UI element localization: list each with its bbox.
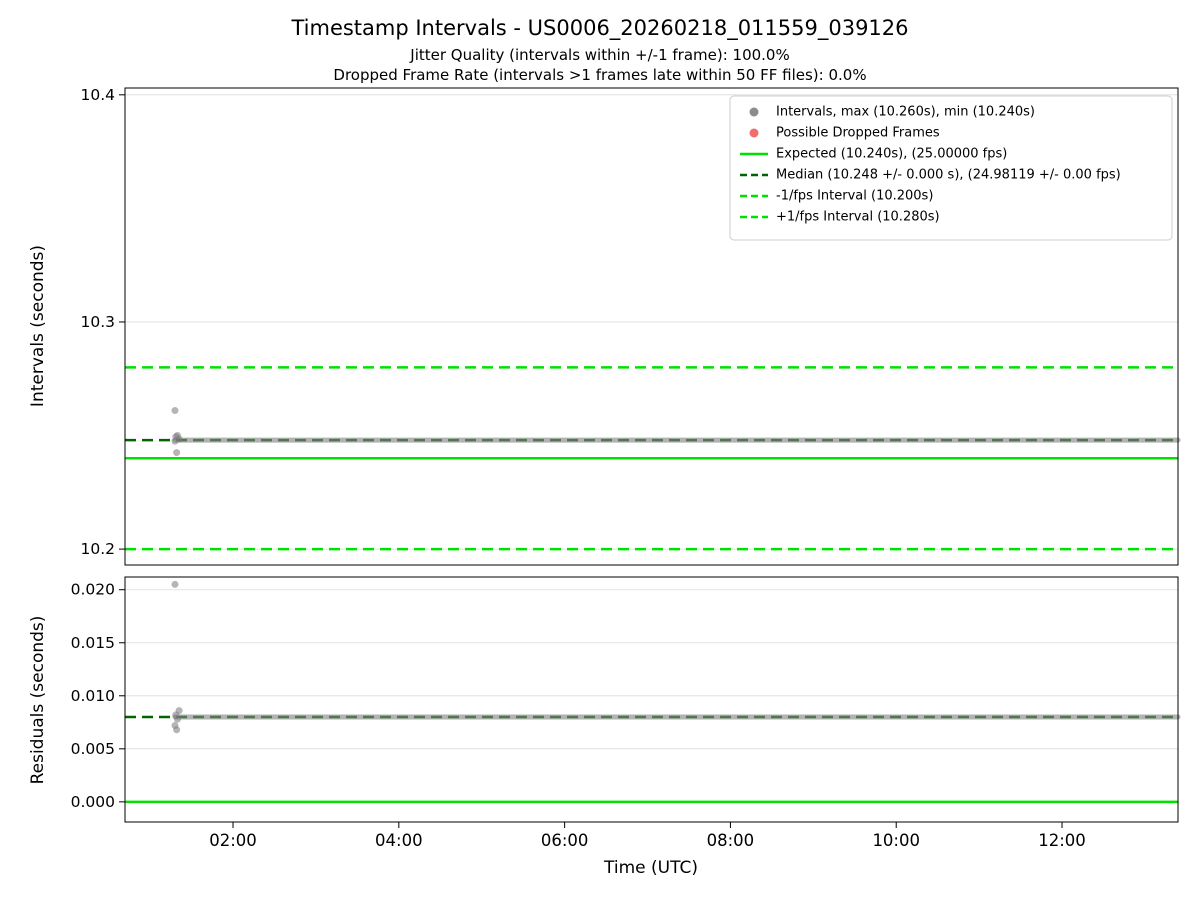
y-axis-label-residuals: Residuals (seconds)	[28, 615, 48, 785]
legend-box	[729, 95, 1173, 241]
subplot: 10.2 10.3 10.4	[80, 86, 1181, 566]
x-tick-label: 12:00	[1038, 831, 1086, 850]
x-tick-label: 04:00	[375, 831, 423, 850]
legend-label: Intervals, max (10.260s), min (10.240s)	[776, 105, 1035, 120]
legend-label: -1/fps Interval (10.200s)	[776, 189, 933, 204]
chart-title: Timestamp Intervals - US0006_20260218_01…	[291, 16, 909, 40]
scatter-point	[171, 580, 179, 588]
chart-subtitle-dropped: Dropped Frame Rate (intervals >1 frames …	[333, 66, 867, 84]
chart-subtitle-jitter: Jitter Quality (intervals within +/-1 fr…	[410, 46, 790, 64]
legend-item: Expected (10.240s), (25.00000 fps)	[740, 147, 1007, 162]
legend-item: +1/fps Interval (10.280s)	[740, 210, 940, 225]
legend-item: Intervals, max (10.260s), min (10.240s)	[749, 105, 1035, 120]
y-tick-label: 0.000	[71, 793, 115, 811]
scatter-point	[173, 715, 181, 723]
y-axis-label-intervals: Intervals (seconds)	[28, 244, 48, 408]
x-tick-label: 10:00	[872, 831, 920, 850]
scatter-point	[173, 449, 181, 457]
y-tick-label: 10.4	[80, 86, 115, 104]
legend-label: Median (10.248 +/- 0.000 s), (24.98119 +…	[776, 168, 1121, 183]
legend-label: +1/fps Interval (10.280s)	[776, 210, 940, 225]
y-tick-label: 0.010	[71, 687, 115, 705]
plot-spine	[124, 576, 1179, 823]
y-tick-label: 0.015	[71, 634, 115, 652]
plot-spine	[124, 87, 1179, 566]
x-tick-label: 02:00	[209, 831, 257, 850]
legend-marker-dot	[749, 107, 759, 117]
legend-item: Median (10.248 +/- 0.000 s), (24.98119 +…	[740, 168, 1121, 183]
legend-label: Expected (10.240s), (25.00000 fps)	[776, 147, 1007, 162]
x-tick-label: 08:00	[707, 831, 755, 850]
scatter-point	[175, 707, 183, 715]
legend: Intervals, max (10.260s), min (10.240s) P…	[729, 95, 1173, 241]
y-tick-label: 0.005	[71, 740, 115, 758]
scatter-point	[175, 435, 183, 443]
legend-label: Possible Dropped Frames	[776, 126, 940, 141]
legend-item: Possible Dropped Frames	[749, 126, 940, 141]
x-tick-label: 06:00	[541, 831, 589, 850]
scatter-point	[171, 721, 179, 729]
subplot: 0.000 0.005 0.010 0.015 0.020 02:00 04:00 06:00…	[71, 576, 1181, 850]
scatter-point	[171, 407, 179, 415]
y-tick-label: 10.3	[80, 313, 115, 331]
x-axis-label: Time (UTC)	[604, 858, 698, 878]
y-tick-label: 10.2	[80, 540, 115, 558]
y-tick-label: 0.020	[71, 581, 115, 599]
legend-marker-dot	[749, 128, 759, 138]
legend-item: -1/fps Interval (10.200s)	[740, 189, 933, 204]
